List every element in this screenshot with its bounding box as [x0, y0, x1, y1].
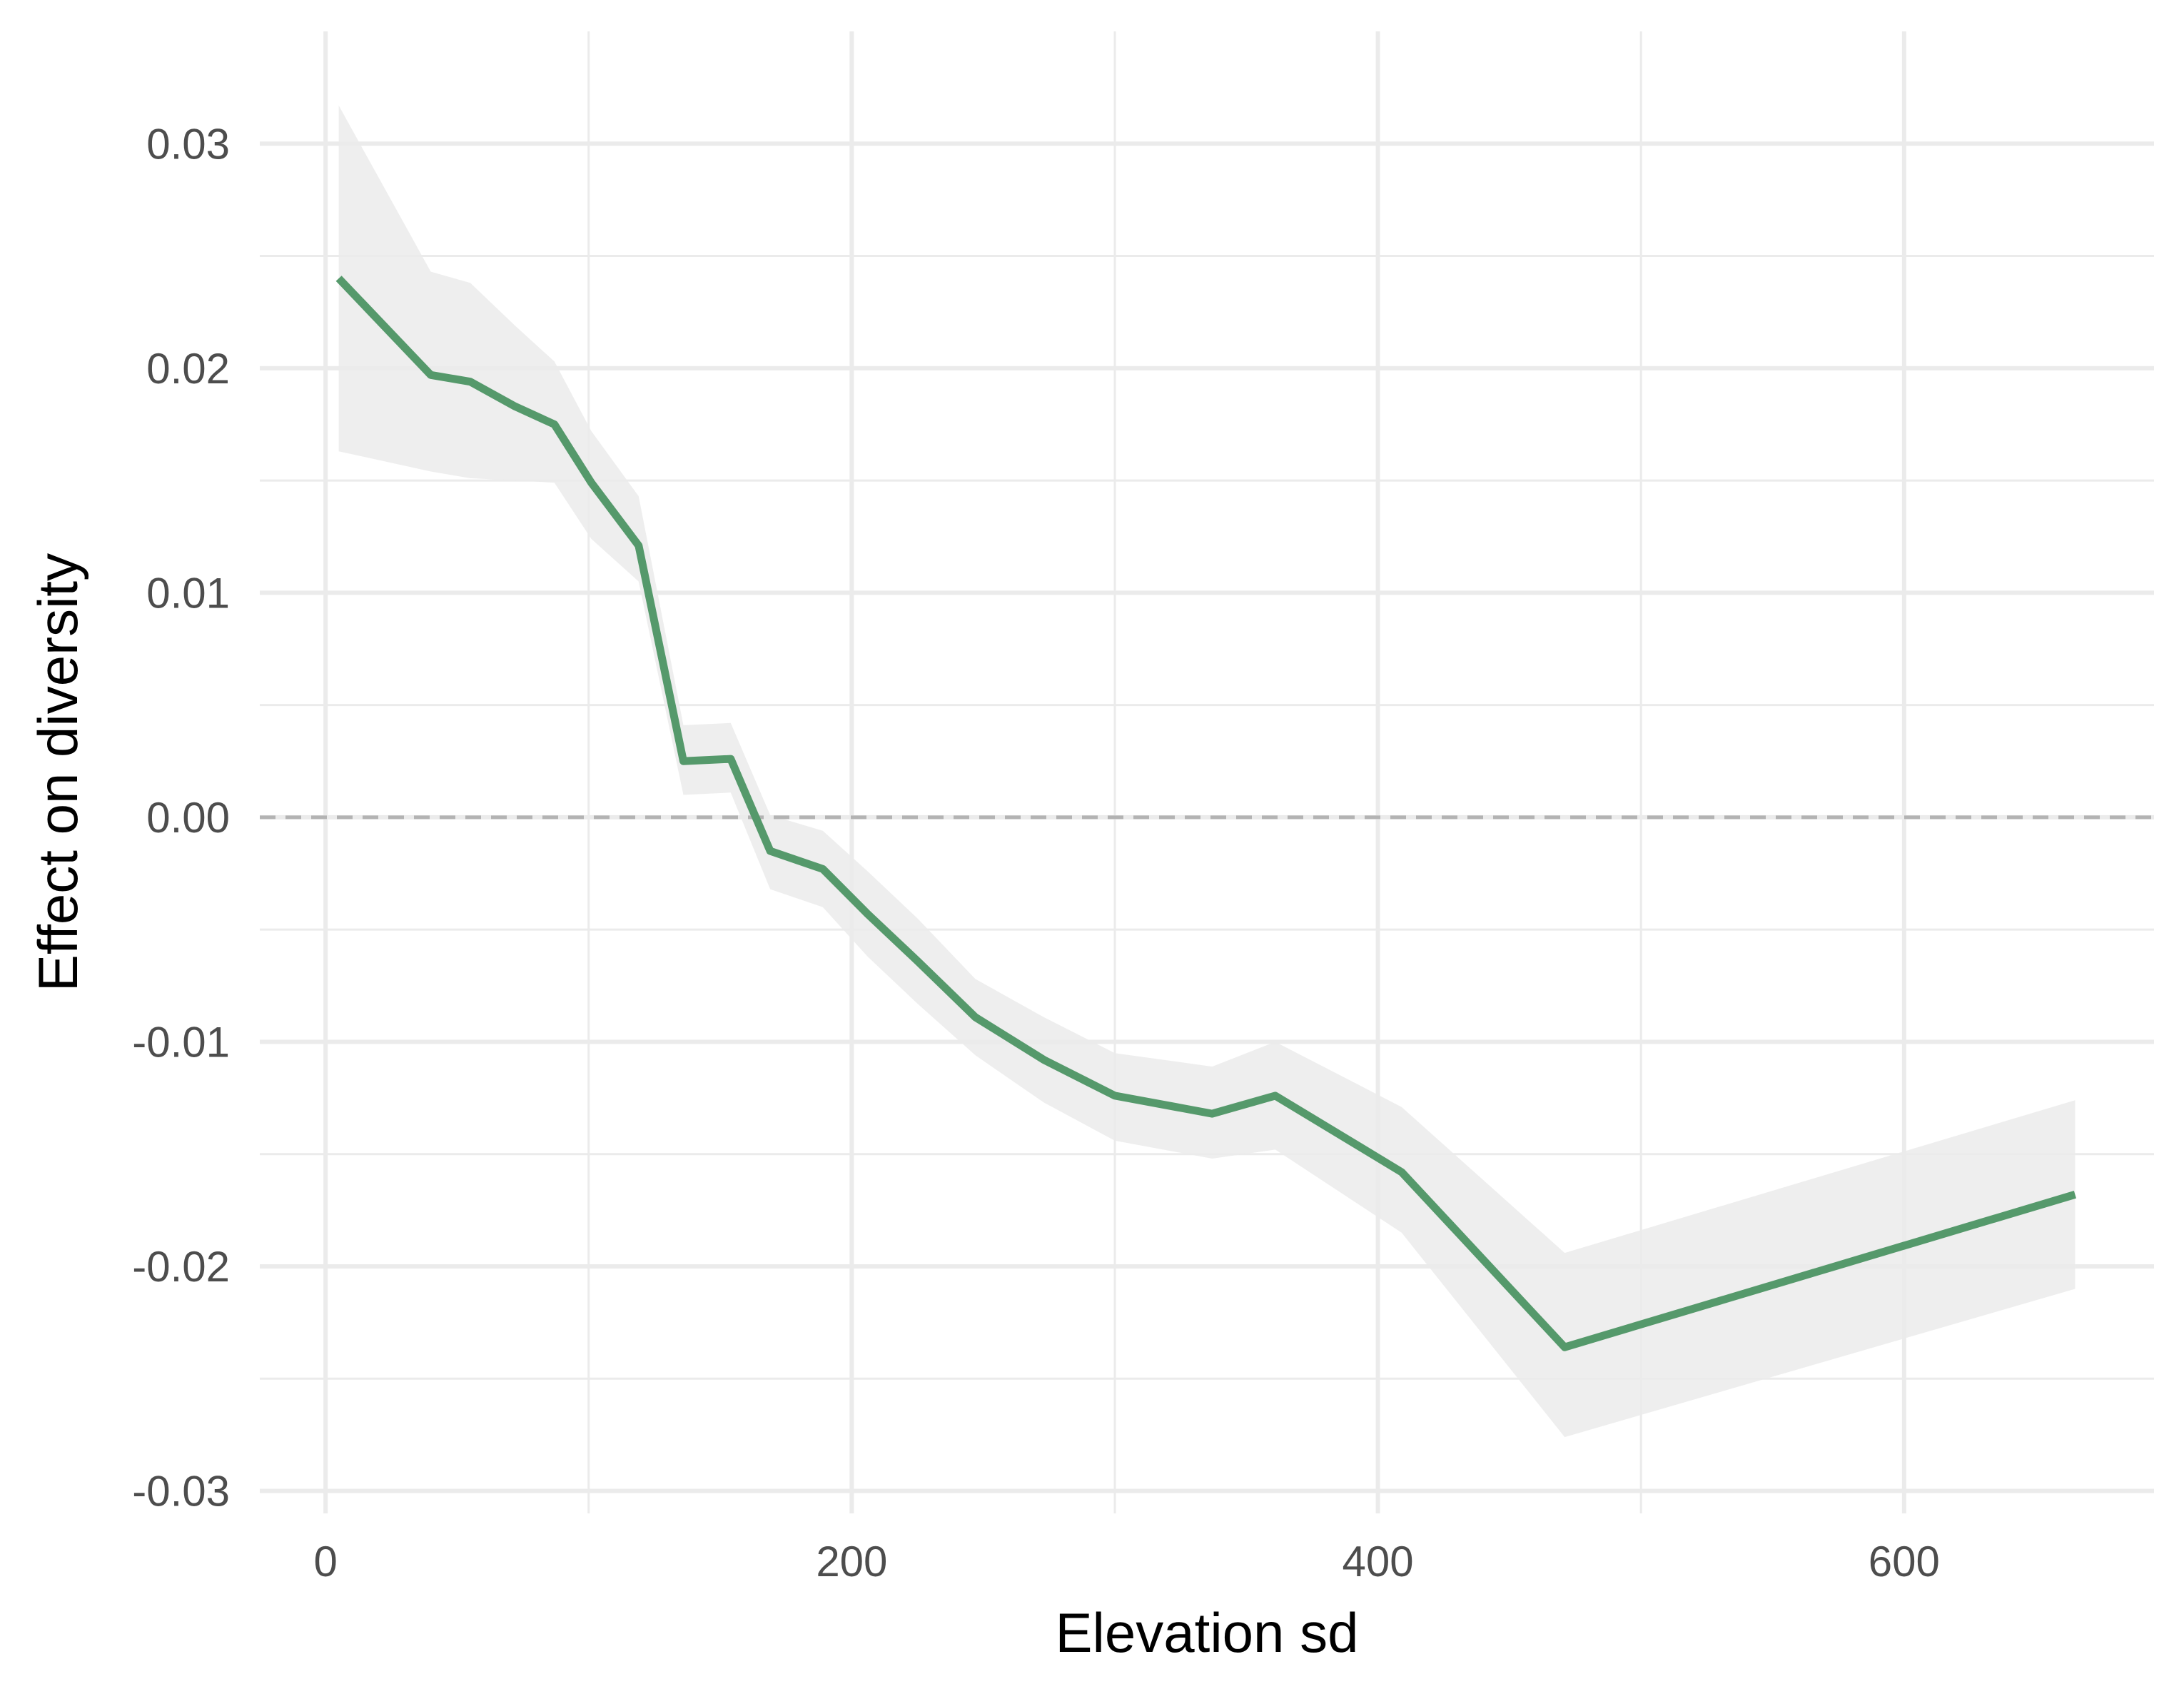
y-tick-label: 0.01: [146, 569, 230, 617]
x-axis-title: Elevation sd: [1056, 1601, 1359, 1664]
y-tick-label: 0.02: [146, 345, 230, 393]
confidence-ribbon: [338, 105, 2076, 1438]
effect-line: [335, 276, 2076, 1351]
x-tick-label: 0: [313, 1538, 337, 1585]
x-tick-label: 400: [1343, 1538, 1414, 1585]
y-tick-label: 0.00: [146, 794, 230, 842]
y-tick-label: -0.03: [132, 1468, 230, 1516]
y-tick-label: 0.03: [146, 120, 230, 168]
x-axis-tick-labels: 0 200 400 600: [313, 1538, 1939, 1585]
x-tick-label: 600: [1869, 1538, 1940, 1585]
y-tick-label: -0.02: [132, 1243, 230, 1291]
y-axis-tick-labels: -0.03 -0.02 -0.01 0.00 0.01 0.02 0.03: [132, 120, 230, 1515]
x-tick-label: 200: [816, 1538, 887, 1585]
y-axis-title: Effect on diversity: [26, 553, 89, 992]
y-tick-label: -0.01: [132, 1018, 230, 1066]
